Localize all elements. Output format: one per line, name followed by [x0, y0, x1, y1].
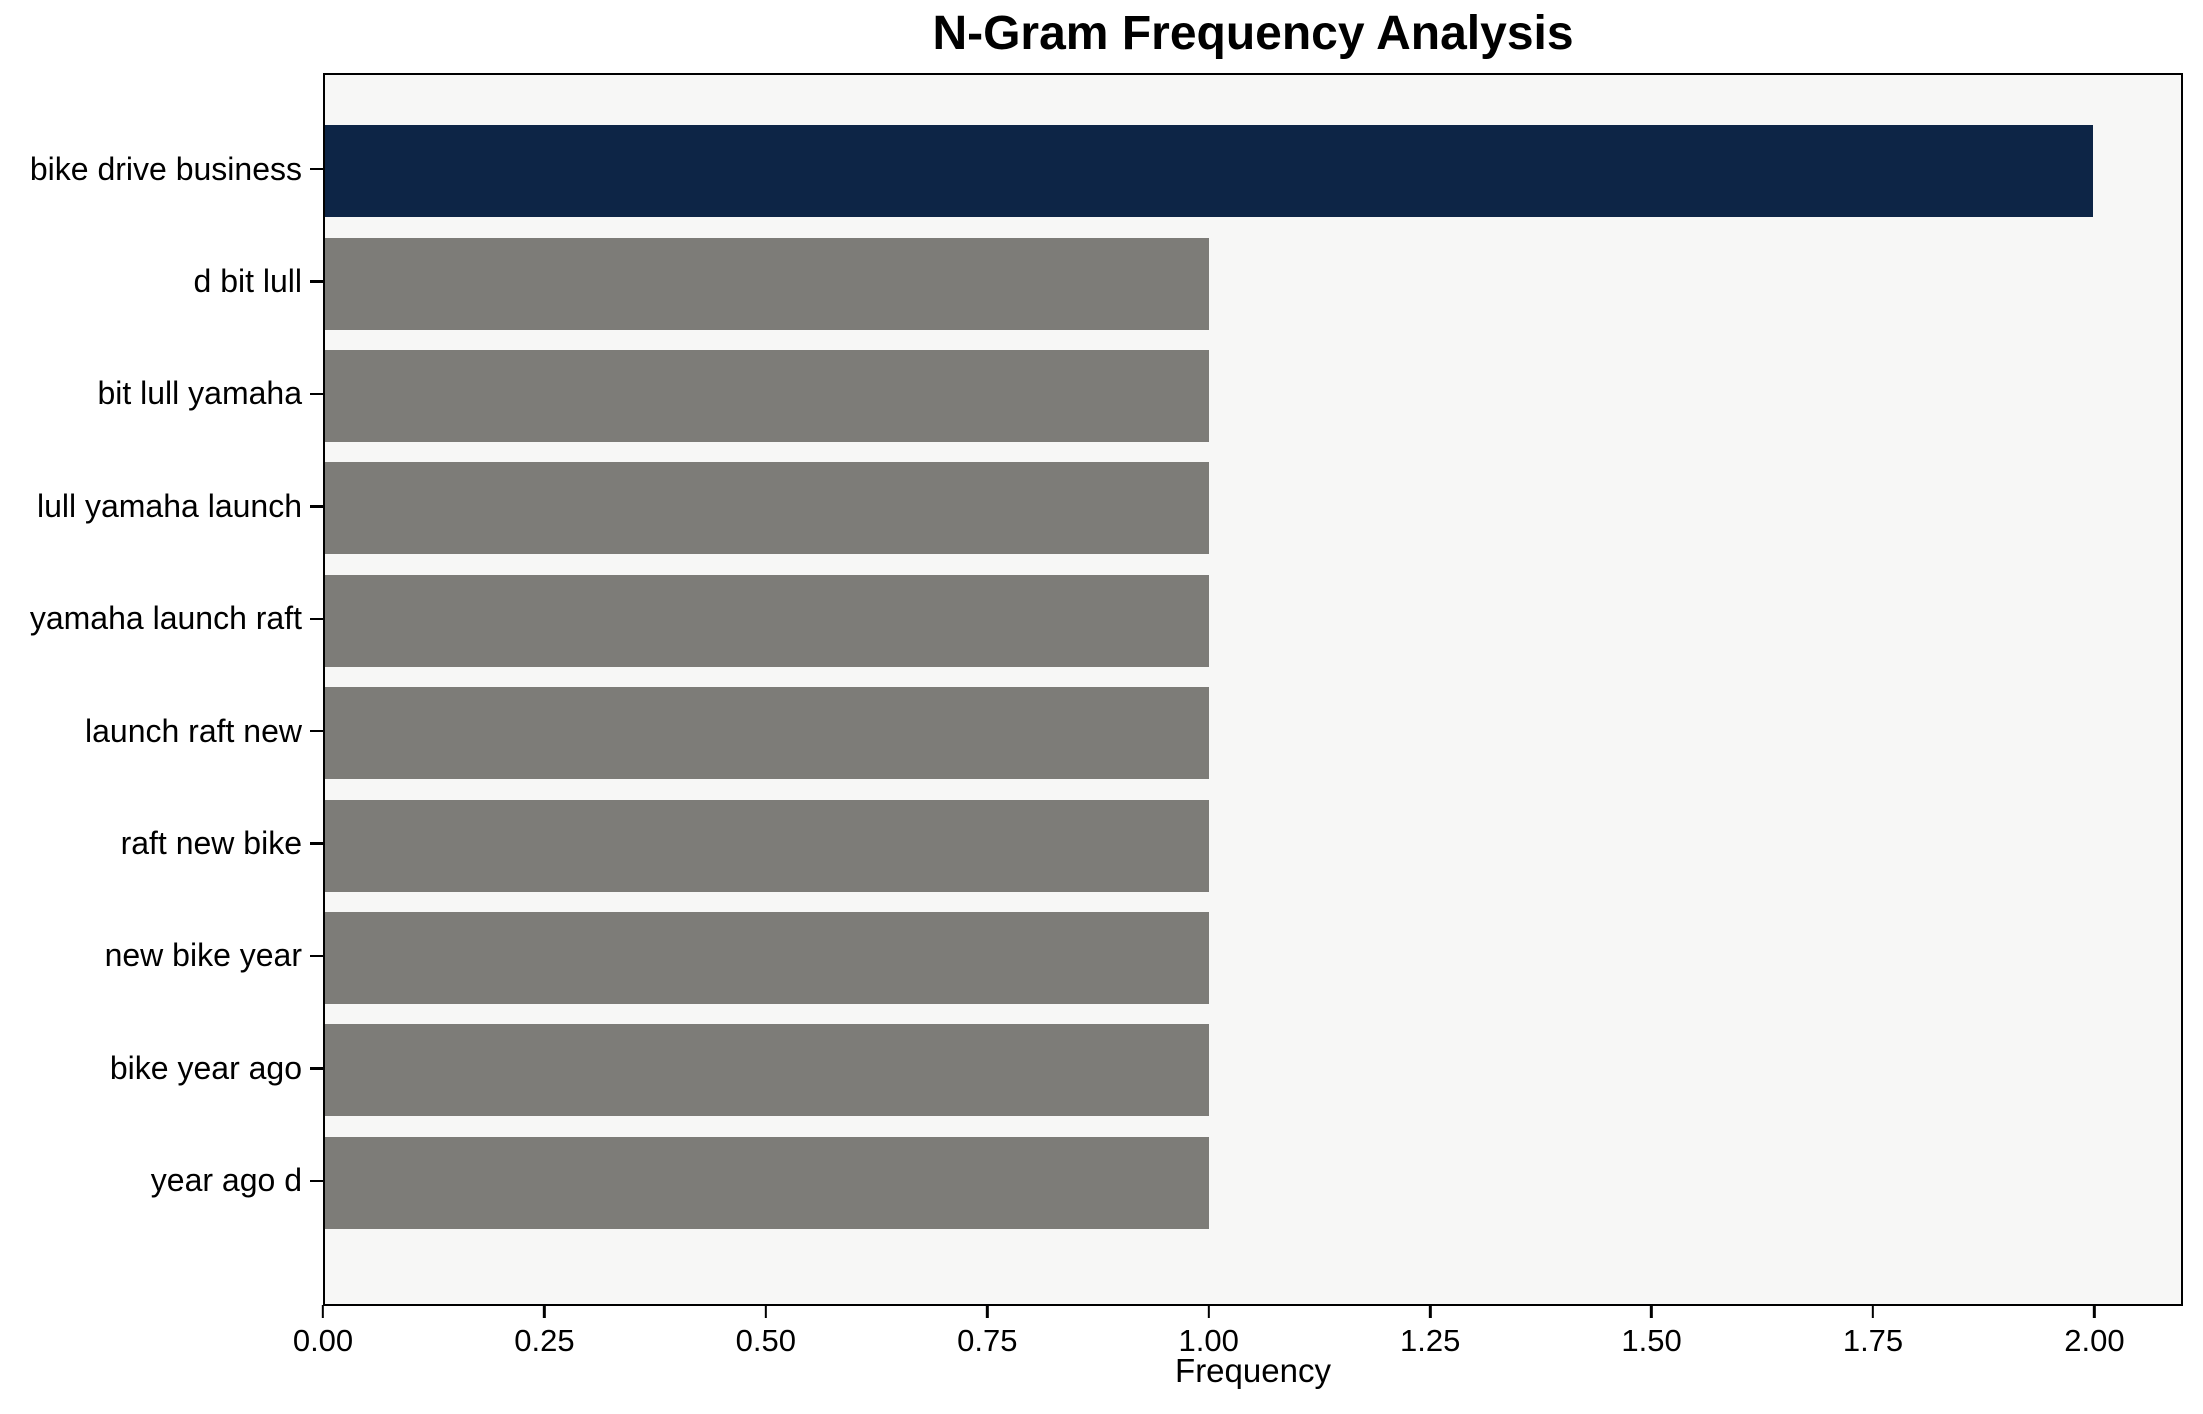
y-slot: yamaha launch raft [0, 563, 323, 675]
bar-row [325, 340, 2181, 452]
y-tick-mark [310, 617, 323, 621]
x-tick-label: 1.75 [1842, 1323, 1904, 1358]
y-tick-mark [310, 280, 323, 283]
bar-row [325, 1014, 2181, 1126]
plot-area [323, 73, 2183, 1306]
x-tick-mark [1871, 1305, 1875, 1318]
x-tick-label: 1.25 [1399, 1323, 1461, 1358]
x-tick-label: 1.00 [1178, 1323, 1239, 1358]
y-slot: raft new bike [0, 787, 323, 899]
x-tick: 0.00 [293, 1305, 353, 1359]
bar-bike-drive-business [325, 125, 2093, 218]
bar-new-bike-year [325, 911, 1209, 1004]
x-tick: 2.00 [2064, 1305, 2125, 1359]
y-tick-mark [310, 1179, 323, 1183]
x-tick: 0.25 [514, 1305, 575, 1359]
bar-row [325, 452, 2181, 564]
y-tick-mark [310, 842, 323, 845]
bar-row [325, 115, 2181, 227]
y-tick-label: bike drive business [29, 150, 302, 187]
y-tick-mark [310, 167, 323, 171]
bar-row [325, 1127, 2181, 1239]
y-tick-label: yamaha launch raft [29, 600, 302, 637]
y-slot: bike drive business [0, 113, 323, 225]
y-tick-mark [310, 729, 323, 733]
x-tick-mark [2093, 1305, 2096, 1318]
x-tick-mark [1428, 1305, 1432, 1318]
y-tick-mark [310, 505, 323, 508]
y-slot: lull yamaha launch [0, 450, 323, 562]
bar-bike-year-ago [325, 1024, 1209, 1117]
x-tick-mark [321, 1305, 325, 1318]
y-tick-label: bike year ago [109, 1049, 302, 1086]
bar-year-ago-d [325, 1136, 1209, 1229]
bar-row [325, 227, 2181, 339]
y-axis: bike drive business d bit lull bit lull ya… [0, 73, 323, 1306]
x-tick-mark [1650, 1305, 1653, 1318]
x-tick-label: 1.50 [1621, 1323, 1682, 1358]
bar-row [325, 677, 2181, 789]
y-slot: year ago d [0, 1125, 323, 1237]
bar-d-bit-lull [325, 237, 1209, 330]
x-tick-mark [764, 1305, 768, 1318]
y-tick-label: year ago d [150, 1162, 302, 1199]
x-tick-mark [1207, 1305, 1210, 1318]
x-tick: 1.75 [1843, 1305, 1903, 1359]
chart-title: N-Gram Frequency Analysis [932, 7, 1574, 60]
y-tick-label: raft new bike [120, 825, 302, 862]
bar-yamaha-launch-raft [325, 574, 1209, 667]
y-tick-mark [310, 392, 323, 396]
x-tick: 1.00 [1179, 1305, 1239, 1359]
bar-launch-raft-new [325, 687, 1209, 780]
bar-raft-new-bike [325, 799, 1209, 892]
y-tick-label: d bit lull [193, 263, 303, 300]
y-tick-label: new bike year [104, 937, 302, 974]
bar-row [325, 902, 2181, 1014]
x-tick-mark [543, 1305, 546, 1318]
y-tick-label: lull yamaha launch [36, 487, 302, 524]
y-slot: new bike year [0, 900, 323, 1012]
bar-row [325, 565, 2181, 677]
x-tick: 0.75 [957, 1305, 1017, 1359]
y-slot: bit lull yamaha [0, 338, 323, 450]
y-tick-mark [310, 1067, 323, 1070]
x-tick-mark [986, 1305, 989, 1318]
bar-row [325, 789, 2181, 901]
x-tick-label: 0.50 [735, 1323, 797, 1358]
x-tick-label: 2.00 [2064, 1323, 2125, 1358]
y-tick-label: bit lull yamaha [97, 375, 302, 412]
x-tick: 1.25 [1400, 1305, 1460, 1359]
x-tick: 1.50 [1621, 1305, 1682, 1359]
x-tick-label: 0.75 [957, 1323, 1018, 1358]
x-axis-label: Frequency [1175, 1352, 1331, 1389]
bar-bit-lull-yamaha [325, 349, 1209, 442]
y-slot: launch raft new [0, 675, 323, 787]
x-axis: 0.00 0.25 0.50 0.75 1.00 1.25 1.50 1.75 2.00 [293, 1305, 2183, 1375]
x-tick-label: 0.00 [292, 1323, 354, 1358]
y-tick-mark [310, 954, 323, 958]
bar-lull-yamaha-launch [325, 462, 1209, 555]
y-slot: bike year ago [0, 1012, 323, 1124]
y-slot: d bit lull [0, 225, 323, 337]
y-tick-label: launch raft new [84, 712, 302, 749]
x-tick: 0.50 [736, 1305, 796, 1359]
x-tick-label: 0.25 [514, 1323, 575, 1358]
